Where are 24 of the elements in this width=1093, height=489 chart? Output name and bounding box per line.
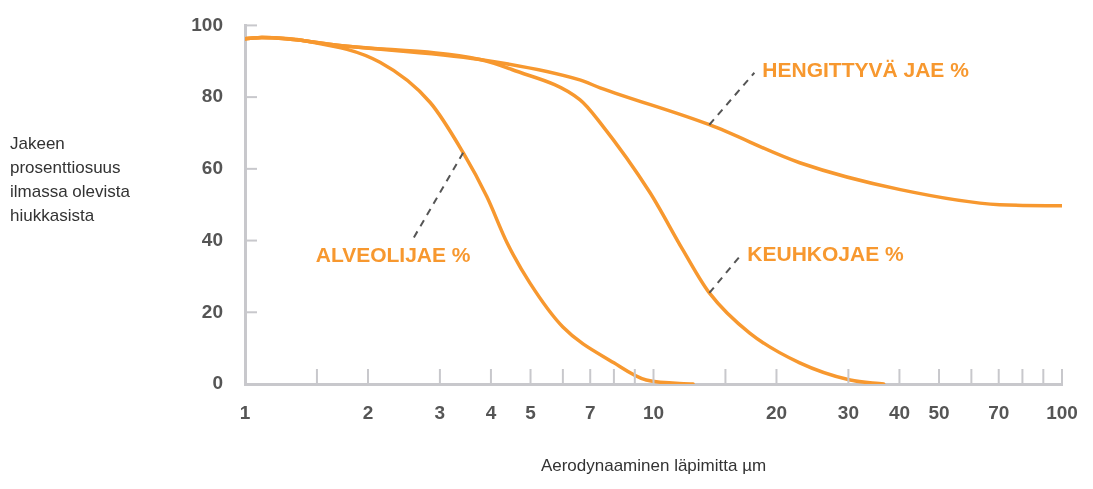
- y-tick-label: 80: [201, 85, 223, 107]
- y-tick-label: 60: [201, 157, 223, 179]
- y-tick-label: 100: [191, 13, 223, 35]
- x-axis-title: Aerodynaaminen läpimitta µm: [539, 456, 768, 476]
- x-tick-label: 7: [584, 401, 596, 423]
- x-tick-label: 70: [988, 401, 1010, 423]
- y-tick-label: 20: [201, 300, 223, 322]
- x-tick-label: 3: [434, 401, 446, 423]
- x-tick-label: 30: [837, 401, 859, 423]
- text: HENGITTYVÄ JAE %: [762, 57, 970, 81]
- x-tick-label: 100: [1046, 401, 1078, 423]
- y-tick-label: 40: [201, 228, 223, 250]
- x-tick-label: 10: [642, 401, 665, 423]
- series-label: ALVEOLIJAE %: [315, 243, 471, 267]
- text: KEUHKOJAE %: [747, 241, 905, 265]
- x-tick-label: 1: [239, 401, 251, 423]
- x-tick-label: 2: [362, 401, 374, 423]
- x-tick-label: 40: [888, 401, 911, 423]
- y-tick-label: 0: [212, 372, 223, 394]
- x-tick-label: 4: [485, 401, 497, 423]
- y-axis-title: Jakeen prosenttiosuus ilmassa olevista hiukkasista: [10, 133, 131, 227]
- x-tick-label: 5: [525, 401, 537, 423]
- x-tick-label: 20: [765, 401, 788, 423]
- x-tick-label: 50: [928, 401, 950, 423]
